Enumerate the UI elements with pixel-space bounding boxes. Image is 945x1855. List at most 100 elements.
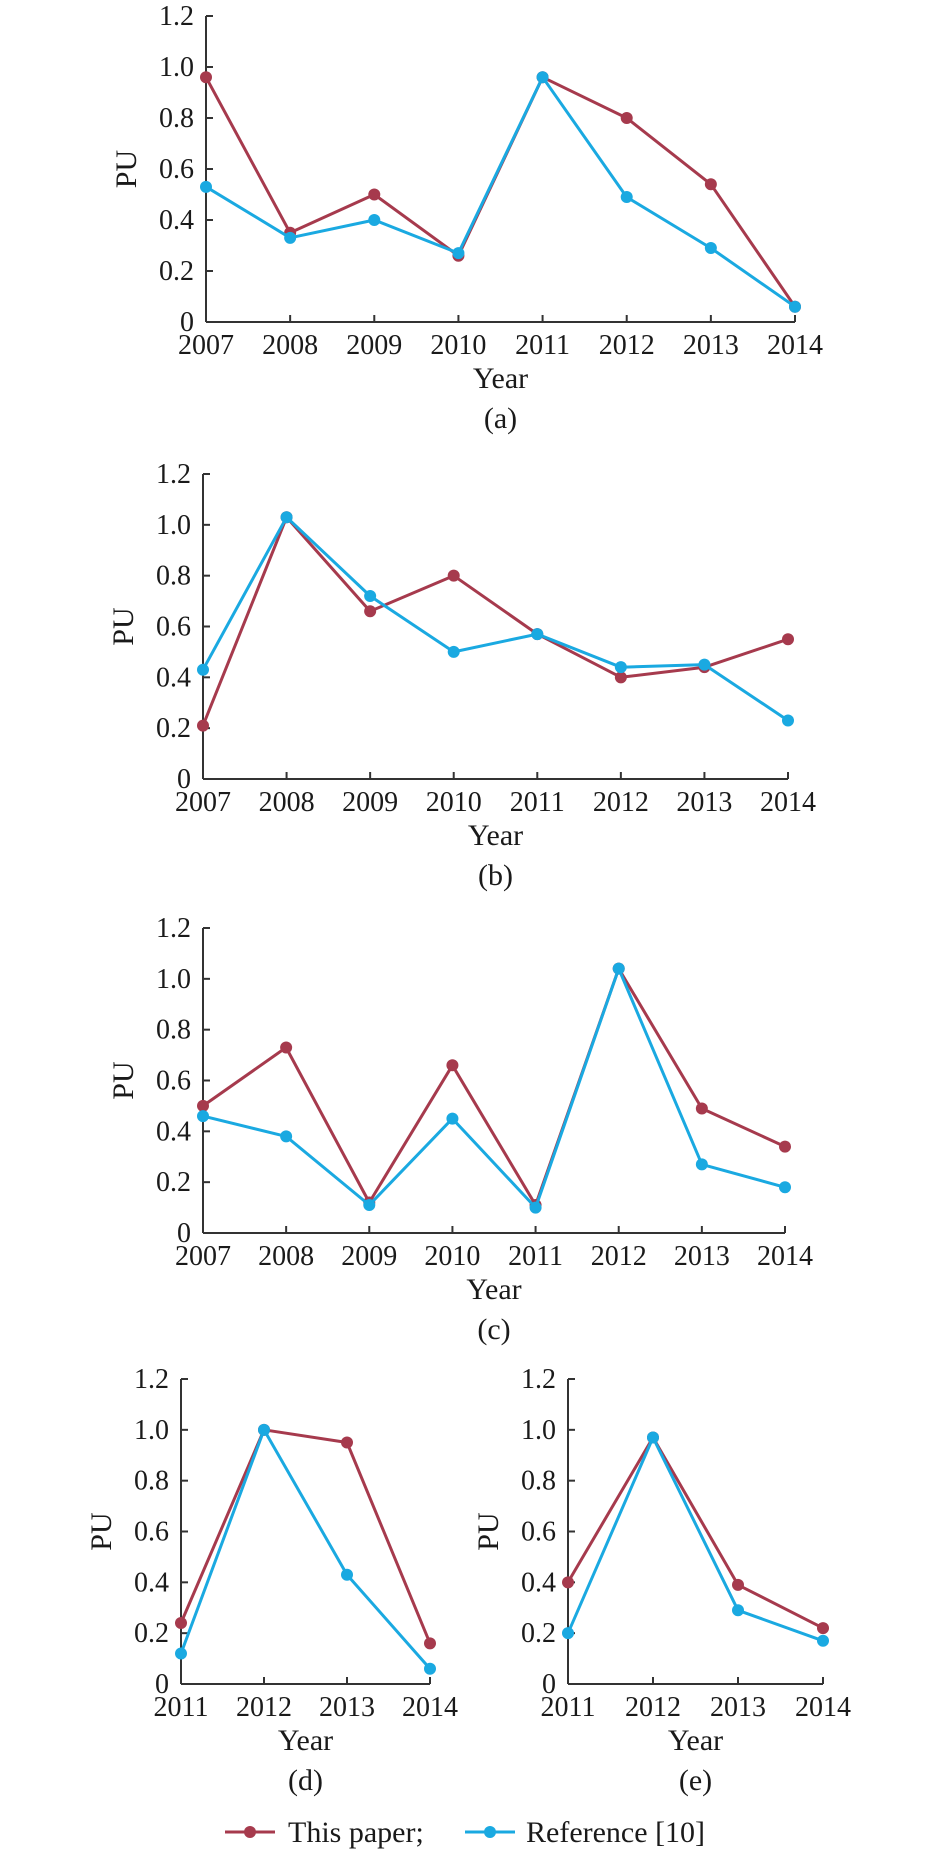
y-tick-label: 1.2 — [521, 1364, 556, 1395]
y-tick-label: 0.4 — [156, 1116, 191, 1147]
series-line-this-paper — [201, 515, 789, 727]
x-tick-label: 2008 — [262, 330, 318, 361]
x-tick-label: 2009 — [341, 1241, 397, 1272]
data-point-reference — [200, 180, 212, 193]
y-tick-label: 0 — [155, 1669, 169, 1700]
data-point-reference — [341, 1568, 353, 1581]
chart-panel-4: 0 0.2 0.4 0.6 0.8 1.0 1.2 2011 2012 2013 2014 Year P… — [472, 1364, 851, 1797]
data-point-this-paper — [447, 569, 460, 582]
panel-caption: (e) — [679, 1764, 712, 1797]
data-point-reference — [368, 214, 381, 226]
x-tick-label: 2007 — [178, 330, 234, 361]
chart-panel-1: 0 0.2 0.4 0.6 0.8 1.0 1.2 2007 2008 2009 2010 2011 2… — [107, 459, 816, 892]
y-tick-label: 0.4 — [521, 1567, 556, 1598]
x-tick-label: 2009 — [346, 330, 402, 361]
x-tick-label: 2014 — [760, 787, 816, 818]
y-tick-label: 0.4 — [156, 662, 191, 693]
y-tick-label: 0 — [177, 764, 191, 795]
y-tick-label: 0.6 — [159, 154, 194, 185]
series-line-this-paper — [179, 1428, 432, 1644]
series-line-reference — [202, 967, 786, 1210]
data-point-reference — [562, 1627, 574, 1640]
legend-label-this-paper: This paper; — [288, 1816, 424, 1849]
y-tick-label: 0.8 — [521, 1466, 556, 1497]
y-tick-label: 1.2 — [159, 1, 194, 32]
data-point-this-paper — [782, 633, 794, 646]
y-tick-label: 0 — [180, 307, 194, 338]
data-point-this-paper — [364, 605, 377, 618]
data-point-reference — [197, 663, 209, 676]
x-tick-label: 2013 — [710, 1692, 766, 1723]
y-tick-label: 0.4 — [134, 1567, 169, 1598]
x-tick-label: 2007 — [175, 787, 231, 818]
y-tick-label: 0.8 — [134, 1466, 169, 1497]
x-tick-label: 2013 — [319, 1692, 375, 1723]
data-point-reference — [647, 1431, 659, 1444]
y-tick-label: 1.2 — [134, 1364, 169, 1395]
x-tick-label: 2014 — [402, 1692, 458, 1723]
y-tick-label: 0.8 — [156, 561, 191, 592]
x-axis-title: Year — [668, 1724, 723, 1757]
data-point-reference — [789, 300, 801, 313]
data-point-reference — [424, 1662, 436, 1675]
x-tick-label: 2011 — [541, 1692, 596, 1723]
data-point-this-paper — [704, 178, 717, 191]
data-point-reference — [695, 1158, 708, 1171]
series-line-reference — [179, 1428, 432, 1670]
data-point-reference — [817, 1634, 829, 1647]
data-point-reference — [175, 1647, 187, 1660]
x-axis-title: Year — [473, 362, 528, 395]
x-tick-label: 2012 — [591, 1241, 647, 1272]
data-point-reference — [782, 714, 794, 727]
x-tick-label: 2014 — [767, 330, 823, 361]
data-point-this-paper — [200, 71, 212, 84]
y-tick-label: 1.0 — [521, 1415, 556, 1446]
data-point-this-paper — [614, 671, 627, 684]
data-point-reference — [779, 1181, 791, 1194]
x-tick-label: 2012 — [593, 787, 649, 818]
data-point-reference — [280, 511, 293, 524]
panel-caption: (b) — [478, 859, 513, 892]
legend-marker-reference — [484, 1826, 496, 1838]
y-tick-label: 0.8 — [159, 103, 194, 134]
data-point-this-paper — [817, 1622, 829, 1635]
data-point-this-paper — [368, 188, 381, 201]
x-tick-label: 2011 — [154, 1692, 209, 1723]
data-point-this-paper — [424, 1637, 436, 1650]
y-tick-label: 0.6 — [156, 612, 191, 643]
y-tick-label: 1.2 — [156, 459, 191, 490]
y-tick-label: 0.8 — [156, 1015, 191, 1046]
data-point-reference — [612, 962, 625, 975]
x-tick-label: 2011 — [508, 1241, 563, 1272]
legend-marker-this-paper — [244, 1826, 256, 1838]
legend-label-reference: Reference [10] — [526, 1816, 705, 1849]
x-tick-label: 2009 — [342, 787, 398, 818]
y-tick-label: 0.6 — [521, 1517, 556, 1548]
y-tick-label: 0.6 — [156, 1066, 191, 1097]
data-point-reference — [197, 1110, 209, 1123]
y-tick-label: 0.2 — [134, 1618, 169, 1649]
x-tick-label: 2014 — [795, 1692, 851, 1723]
data-point-this-paper — [732, 1578, 744, 1591]
y-axis-title: PU — [107, 607, 140, 646]
x-tick-label: 2010 — [426, 787, 482, 818]
data-point-reference — [364, 590, 377, 602]
y-axis-title: PU — [85, 1512, 118, 1551]
x-tick-label: 2011 — [510, 787, 565, 818]
x-tick-label: 2012 — [236, 1692, 292, 1723]
x-tick-label: 2008 — [259, 787, 315, 818]
data-point-reference — [446, 1112, 459, 1125]
data-point-reference — [447, 645, 460, 658]
x-tick-label: 2010 — [424, 1241, 480, 1272]
x-tick-label: 2007 — [175, 1241, 231, 1272]
y-tick-label: 1.0 — [156, 510, 191, 541]
y-tick-label: 1.0 — [134, 1415, 169, 1446]
x-tick-label: 2012 — [625, 1692, 681, 1723]
x-axis-title: Year — [466, 1273, 521, 1306]
series-line-this-paper — [202, 967, 786, 1207]
series-line-reference — [201, 515, 789, 722]
data-point-reference — [258, 1423, 270, 1436]
data-point-reference — [452, 247, 465, 260]
y-tick-label: 0.4 — [159, 205, 194, 236]
